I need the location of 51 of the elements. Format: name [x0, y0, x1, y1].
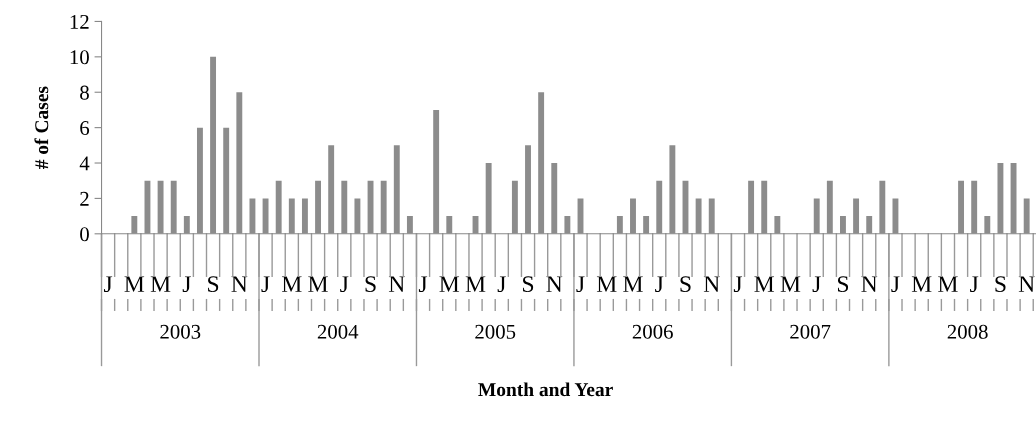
text: 2003	[160, 324, 201, 339]
y-tick-label: 4	[79, 156, 90, 171]
x-tick-label: J	[733, 276, 743, 293]
y-tick-label: 0	[80, 227, 89, 242]
x-tick-label: M	[938, 276, 958, 292]
x-tick-label: M	[124, 276, 145, 292]
x-tick-label: M	[465, 276, 486, 292]
y-tick-label: 2	[80, 191, 89, 206]
x-tick-label: S	[523, 276, 534, 293]
x-tick-label: J	[261, 276, 270, 293]
x-tick-label: S	[995, 276, 1006, 293]
x-tick-label: J	[812, 276, 821, 293]
x-tick-label: N	[861, 276, 878, 292]
y-axis-title: # of Cases	[34, 86, 49, 169]
y-tick-label: 10	[70, 50, 89, 65]
x-tick-label: M	[596, 276, 617, 292]
text: 2006	[632, 324, 673, 339]
text: 2004	[317, 324, 359, 339]
text: 2007	[790, 324, 831, 339]
x-tick-label: J	[418, 276, 428, 293]
x-tick-label: M	[623, 276, 643, 292]
x-tick-label: M	[911, 276, 932, 292]
x-tick-label: J	[891, 276, 900, 293]
x-tick-label: J	[182, 276, 191, 293]
x-tick-label: S	[365, 276, 376, 293]
y-tick-label: 6	[80, 121, 90, 136]
x-tick-label: M	[150, 276, 171, 292]
x-tick-label: N	[388, 276, 405, 292]
x-tick-label: M	[439, 276, 460, 292]
text: 2005	[475, 324, 516, 339]
text: 2008	[947, 324, 988, 339]
x-tick-label: M	[308, 276, 328, 292]
x-tick-label: N	[546, 276, 563, 292]
x-tick-label: M	[754, 276, 775, 292]
x-tick-label: J	[103, 276, 113, 293]
y-tick-label: 8	[80, 85, 89, 100]
x-tick-label: S	[837, 276, 849, 293]
x-tick-label: S	[208, 276, 219, 293]
x-tick-label: N	[1018, 276, 1035, 292]
x-tick-label: J	[497, 276, 506, 293]
x-tick-label: M	[780, 276, 801, 292]
y-tick-label: 12	[70, 14, 89, 29]
x-tick-label: J	[576, 276, 585, 293]
x-tick-label: J	[655, 276, 664, 293]
x-tick-label: J	[340, 276, 349, 293]
x-tick-label: M	[281, 276, 302, 292]
x-axis-title: Month and Year	[478, 382, 613, 397]
x-tick-label: N	[231, 276, 248, 292]
x-tick-label: J	[970, 276, 979, 293]
x-tick-label: N	[703, 276, 720, 292]
x-tick-label: S	[680, 276, 691, 293]
